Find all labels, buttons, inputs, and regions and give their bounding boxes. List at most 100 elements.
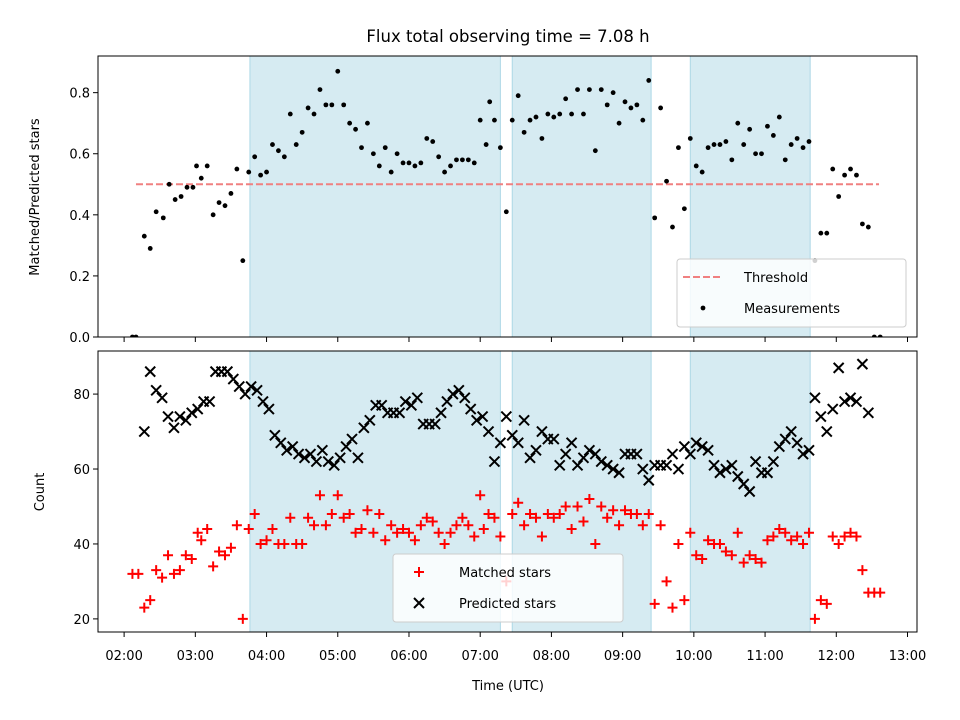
- measurement-point: [527, 117, 533, 123]
- measurement-point: [400, 160, 406, 166]
- predicted-stars-point: [809, 392, 821, 404]
- measurement-point: [497, 145, 503, 151]
- predicted-stars-point: [393, 407, 406, 419]
- predicted-stars-point: [506, 429, 518, 442]
- measurement-point: [370, 151, 376, 157]
- matched-stars-point: [261, 535, 272, 546]
- matched-stars-point: [326, 508, 337, 519]
- measurement-point: [575, 87, 580, 92]
- matched-stars-point: [267, 523, 278, 534]
- measurement-point: [141, 233, 147, 239]
- matched-stars-point: [445, 527, 456, 538]
- matched-stars-point: [649, 598, 660, 609]
- measurement-point: [412, 163, 418, 169]
- measurement-point: [818, 230, 824, 236]
- top-y-tick-label: 0.4: [69, 209, 90, 224]
- matched-stars-point: [691, 550, 702, 561]
- measurement-point: [240, 258, 246, 264]
- matched-stars-point: [457, 512, 468, 523]
- measurement-point: [382, 145, 388, 151]
- matched-stars-point: [732, 527, 743, 538]
- predicted-stars-point: [221, 365, 234, 378]
- matched-stars-point: [875, 587, 886, 598]
- predicted-stars-point: [239, 388, 251, 400]
- predicted-stars-point: [156, 392, 168, 404]
- measurement-point: [741, 142, 747, 147]
- measurement-point: [699, 169, 705, 175]
- matched-stars-point: [163, 550, 174, 561]
- matched-stars-point: [798, 538, 809, 549]
- predicted-stars-point: [803, 444, 815, 456]
- measurement-point: [130, 334, 135, 337]
- predicted-stars-point: [702, 444, 714, 456]
- measurement-point: [160, 215, 166, 221]
- matched-stars-point: [525, 508, 536, 519]
- x-tick-label: 06:00: [390, 649, 427, 664]
- measurement-point: [454, 157, 459, 163]
- measurement-point: [794, 136, 800, 141]
- measurement-point: [759, 151, 764, 157]
- predicted-stars-point: [827, 403, 839, 415]
- measurement-point: [299, 129, 305, 135]
- measurement-point: [147, 246, 153, 251]
- predicted-stars-point: [726, 459, 738, 471]
- matched-stars-point: [214, 546, 225, 557]
- measurement-point: [854, 172, 859, 178]
- matched-stars-point: [415, 520, 426, 531]
- measurement-point: [347, 120, 353, 126]
- bottom-legend-label: Predicted stars: [459, 597, 556, 612]
- predicted-stars-point: [856, 358, 869, 370]
- measurement-point: [376, 163, 382, 169]
- measurement-point: [782, 157, 788, 163]
- x-tick-label: 07:00: [461, 649, 498, 664]
- predicted-stars-point: [328, 459, 340, 471]
- measurement-point: [471, 160, 477, 166]
- predicted-stars-point: [292, 448, 305, 460]
- measurement-point: [622, 99, 628, 105]
- measurement-point: [166, 181, 172, 187]
- legend-matched-swatch: [414, 567, 424, 577]
- matched-stars-point: [427, 516, 438, 527]
- predicted-stars-point: [334, 452, 346, 464]
- matched-stars-point: [780, 527, 791, 538]
- measurement-point: [587, 87, 592, 92]
- measurement-point: [515, 93, 521, 99]
- matched-stars-point: [303, 512, 314, 523]
- predicted-stars-point: [838, 395, 851, 408]
- measurement-point: [557, 111, 563, 117]
- predicted-stars-point: [464, 403, 477, 415]
- matched-stars-point: [857, 565, 868, 576]
- matched-stars-point: [548, 512, 559, 523]
- bottom-legend: [392, 553, 624, 623]
- matched-stars-point: [809, 613, 820, 624]
- matched-stars-point: [602, 512, 613, 523]
- measurement-point: [658, 105, 664, 111]
- matched-stars-point: [133, 568, 144, 579]
- matched-stars-point: [249, 508, 260, 519]
- measurement-point: [258, 172, 264, 178]
- measurement-point: [311, 111, 317, 117]
- predicted-stars-point: [637, 463, 649, 475]
- predicted-stars-point: [536, 425, 548, 438]
- measurement-point: [359, 145, 364, 151]
- matched-stars-point: [338, 512, 349, 523]
- predicted-stars-point: [743, 485, 756, 498]
- measurement-point: [287, 111, 293, 117]
- matched-stars-point: [220, 550, 231, 561]
- measurement-point: [424, 136, 430, 141]
- measurement-point: [646, 78, 652, 83]
- matched-stars-point: [703, 535, 714, 546]
- predicted-stars-point: [690, 437, 702, 449]
- measurement-point: [329, 102, 335, 108]
- measurement-point: [335, 68, 341, 74]
- measurement-point: [616, 120, 622, 126]
- measurement-point: [194, 163, 199, 169]
- predicted-stars-point: [476, 410, 489, 423]
- matched-stars-point: [614, 520, 625, 531]
- predicted-stars-point: [233, 380, 245, 393]
- predicted-stars-point: [180, 414, 192, 427]
- matched-stars-point: [720, 546, 731, 557]
- matched-stars-point: [374, 508, 385, 519]
- matched-stars-point: [774, 523, 785, 534]
- measurement-point: [305, 105, 311, 111]
